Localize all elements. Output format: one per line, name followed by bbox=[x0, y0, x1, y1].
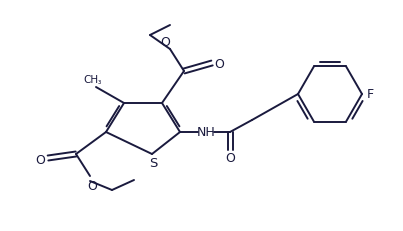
Text: O: O bbox=[214, 57, 224, 70]
Text: S: S bbox=[149, 157, 157, 170]
Text: O: O bbox=[87, 180, 97, 193]
Text: O: O bbox=[225, 152, 235, 165]
Text: NH: NH bbox=[197, 126, 215, 139]
Text: O: O bbox=[35, 154, 45, 167]
Text: F: F bbox=[366, 88, 374, 101]
Text: ₃: ₃ bbox=[98, 77, 101, 86]
Text: O: O bbox=[160, 36, 170, 49]
Text: CH: CH bbox=[83, 75, 99, 85]
